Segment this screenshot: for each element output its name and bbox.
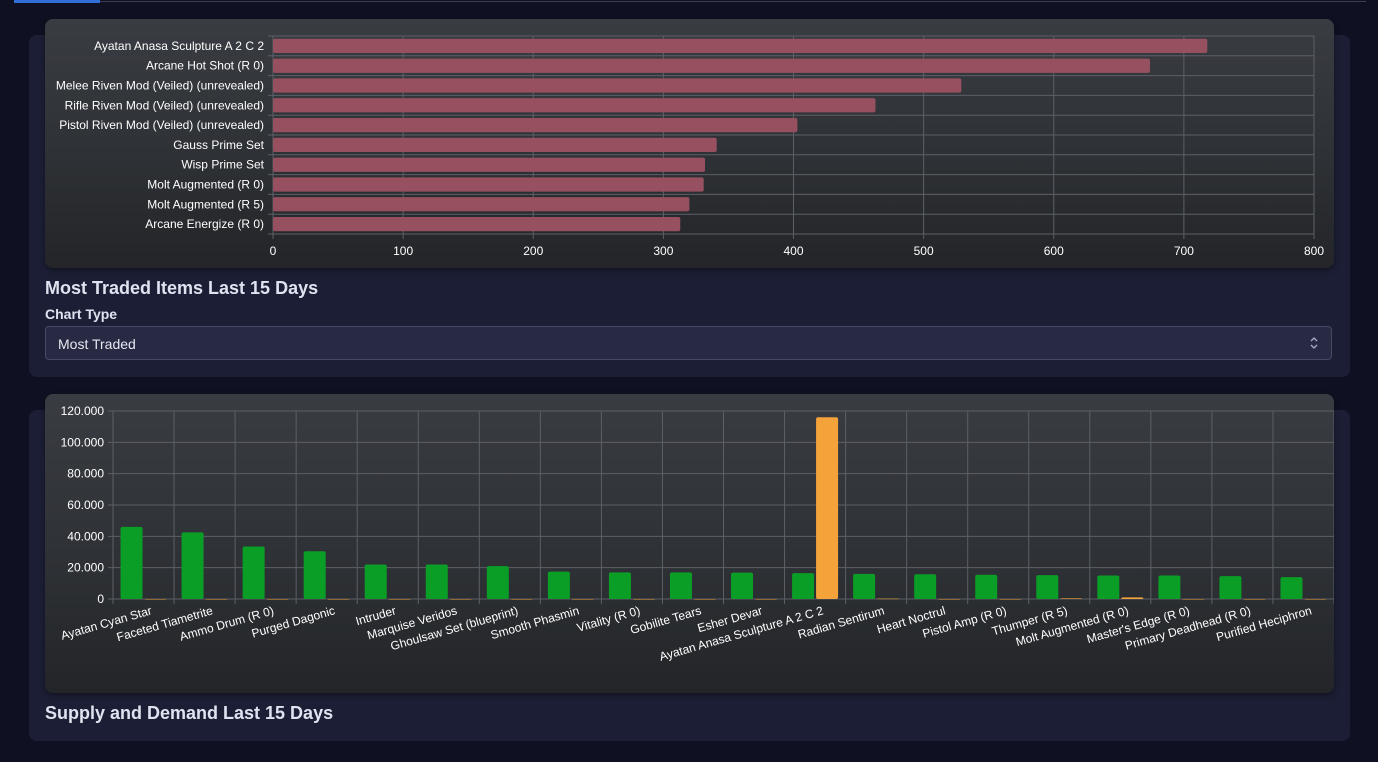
demand-bar [388,599,411,600]
y-tick-label: Molt Augmented (R 5) [147,197,264,211]
demand-bar [816,417,839,599]
chevron-up-down-icon [1310,337,1318,349]
y-tick-label: 60.000 [67,498,104,512]
bar [273,117,798,133]
demand-bar [266,599,289,600]
x-tick-label: 100 [393,244,413,258]
most-traded-chart: 0 100 200 300 400 500 600 700 800 Ayatan Anasa Sc… [45,19,1334,268]
x-tick-label: 700 [1174,244,1194,258]
y-tick-label: 40.000 [67,529,104,543]
supply-bar [1097,575,1120,599]
demand-bar [1304,599,1327,600]
y-tick-label: Melee Riven Mod (Veiled) (unrevealed) [56,79,264,93]
demand-bar [755,599,778,600]
supply-bar [669,572,692,599]
most-traded-title: Most Traded Items Last 15 Days [45,278,319,298]
bar [273,38,1208,54]
demand-bar [144,599,167,600]
bar [273,197,690,212]
demand-bar [571,599,594,600]
y-tick-label: Gauss Prime Set [173,138,264,152]
demand-bar [327,599,350,600]
supply-bar [1158,575,1181,599]
tab-divider [14,1,1366,2]
y-tick-label: Arcane Energize (R 0) [145,217,264,231]
demand-bar [205,599,228,600]
bar [273,98,876,113]
demand-bar [510,599,533,600]
top-tab-indicator [0,0,1366,3]
chart-type-label: Chart Type [45,306,118,322]
chart-type-selected-value: Most Traded [58,336,136,352]
most-traded-chart-svg: 0 100 200 300 400 500 600 700 800 Ayatan Anasa Sc… [56,35,1324,258]
x-tick-label: 500 [914,244,934,258]
x-tick-label: Gobilite Tears [629,603,703,637]
supply-bar [181,532,204,599]
y-tick-label: Ayatan Anasa Sculpture A 2 C 2 [94,39,264,53]
y-tick-label: Rifle Riven Mod (Veiled) (unrevealed) [65,98,264,112]
supply-bar [731,572,754,599]
supply-bar [547,571,570,599]
supply-bar [792,573,815,599]
y-tick-label: 100.000 [61,435,105,449]
demand-bar [1182,599,1205,600]
demand-bar [632,599,655,600]
bar [273,216,681,232]
bar [273,137,717,153]
supply-bar [486,566,509,599]
supply-bar [364,564,387,599]
demand-bar [1243,599,1266,600]
supply-bar [1219,576,1242,599]
y-tick-label: 0 [97,592,104,606]
x-tick-label: 200 [523,244,543,258]
supply-bar [120,526,143,599]
x-tick-label: 0 [270,244,277,258]
supply-bar [1036,575,1059,599]
demand-bar [449,599,472,600]
supply-bar [975,574,998,599]
demand-bar [1060,598,1083,599]
demand-bar [877,598,900,600]
supply-bar [425,564,448,599]
demand-bar [693,599,716,600]
chart-type-select[interactable]: Most Traded [45,326,1332,360]
active-tab-underline [14,0,100,3]
supply-bar [608,572,631,599]
bar [273,58,1151,73]
supply-demand-chart-svg: 020.00040.00060.00080.000100.000120.000A… [59,404,1334,664]
bar [273,177,704,192]
supply-bar [1280,577,1303,599]
supply-demand-title: Supply and Demand Last 15 Days [45,703,334,723]
y-tick-label: 80.000 [67,467,104,481]
demand-bar [938,599,961,600]
supply-bar [853,573,876,599]
bar [273,78,962,93]
demand-bar [999,599,1022,600]
y-tick-label: Arcane Hot Shot (R 0) [146,59,264,73]
y-tick-label: 20.000 [67,561,104,575]
y-tick-label: Wisp Prime Set [181,158,264,172]
x-tick-label: 600 [1044,244,1064,258]
supply-bar [242,546,265,599]
x-tick-label: 400 [783,244,803,258]
bar [273,157,706,172]
y-tick-label: Molt Augmented (R 0) [147,178,264,192]
x-tick-label: 300 [653,244,673,258]
y-tick-label: Pistol Riven Mod (Veiled) (unrevealed) [59,118,264,132]
y-tick-label: 120.000 [61,404,105,418]
supply-demand-chart: 0 20.000 40.000 60.000 80.000 100.000 120.000 A… [45,394,1334,693]
demand-bar [1121,597,1144,599]
supply-bar [303,551,326,599]
supply-bar [914,574,937,599]
x-tick-label: 800 [1304,244,1324,258]
